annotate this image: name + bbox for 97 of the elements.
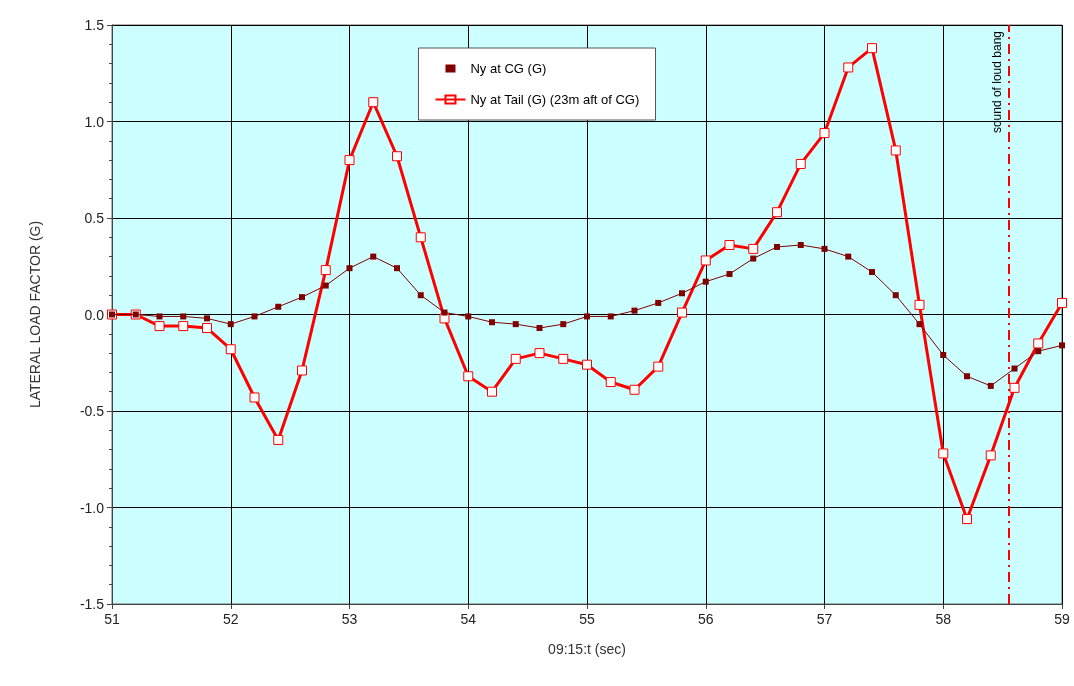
point <box>487 386 497 397</box>
point <box>869 269 875 276</box>
x-tick-label: 51 <box>104 611 120 627</box>
point <box>227 321 234 328</box>
point <box>465 313 472 320</box>
point <box>273 434 284 445</box>
point <box>346 265 353 272</box>
point <box>1057 297 1067 308</box>
point <box>724 240 735 251</box>
point <box>322 282 329 289</box>
y-tick-label: 1.0 <box>84 113 105 130</box>
x-tick-label: 59 <box>1054 611 1070 627</box>
point <box>774 243 780 250</box>
point <box>679 290 685 297</box>
point <box>370 253 377 260</box>
point <box>344 155 355 166</box>
point <box>463 371 474 382</box>
point <box>914 299 925 310</box>
point <box>156 313 163 320</box>
y-axis-title: LATERAL LOAD FACTOR (G) <box>27 220 43 409</box>
point <box>938 448 949 459</box>
point <box>653 361 664 372</box>
point <box>702 278 709 285</box>
point <box>489 319 495 326</box>
point <box>534 348 545 359</box>
point <box>750 255 757 262</box>
point <box>987 382 994 389</box>
point <box>417 292 424 299</box>
x-tick-label: 58 <box>935 611 952 627</box>
point <box>1009 382 1020 393</box>
point <box>251 313 258 320</box>
point <box>180 313 187 320</box>
point <box>1059 342 1065 349</box>
point <box>892 292 899 299</box>
point <box>797 242 804 249</box>
point <box>821 245 828 252</box>
point <box>962 514 972 525</box>
point <box>415 232 426 243</box>
y-tick-label: -1.5 <box>79 596 105 612</box>
point <box>558 353 569 364</box>
point <box>584 313 590 320</box>
point <box>867 43 877 54</box>
point <box>1033 338 1044 349</box>
point <box>819 128 830 139</box>
point <box>629 384 640 395</box>
x-tick-label: 54 <box>460 611 477 627</box>
point <box>441 309 448 316</box>
y-tick-label: -1.0 <box>79 499 105 516</box>
legend-label: Ny at Tail (G) (23m aft of CG) <box>470 92 640 107</box>
point <box>1035 348 1042 355</box>
point <box>320 265 331 276</box>
x-tick-label: 55 <box>579 611 595 627</box>
point <box>772 207 782 218</box>
x-tick-label: 56 <box>697 611 714 627</box>
point <box>700 255 711 266</box>
point <box>985 450 996 461</box>
point <box>204 315 210 322</box>
x-axis-title: 09:15:t (sec) <box>548 641 626 657</box>
point <box>394 265 400 272</box>
y-tick-label: 0.5 <box>84 210 105 226</box>
legend-label: Ny at CG (G) <box>470 61 547 76</box>
y-tick-label: 1.5 <box>84 17 105 33</box>
point <box>512 321 519 328</box>
point <box>368 97 379 108</box>
y-tick-label: -0.5 <box>79 403 105 419</box>
point <box>631 307 638 314</box>
point <box>225 344 236 355</box>
x-tick-label: 57 <box>816 611 833 627</box>
point <box>510 353 521 364</box>
point <box>178 321 189 332</box>
point <box>202 323 212 334</box>
point <box>916 321 923 328</box>
point <box>275 303 282 310</box>
point <box>607 313 614 320</box>
point <box>560 321 567 328</box>
point <box>726 270 733 277</box>
point <box>748 243 759 254</box>
point <box>940 352 947 359</box>
point <box>249 392 260 403</box>
x-tick-label: 53 <box>341 611 358 627</box>
point <box>890 145 901 156</box>
point <box>392 151 402 162</box>
point <box>845 253 852 260</box>
point <box>655 299 662 306</box>
point <box>297 365 307 376</box>
point <box>154 321 165 332</box>
point <box>795 158 806 169</box>
x-tick-label: 52 <box>222 611 239 627</box>
point <box>299 294 305 301</box>
y-tick-label: 0.0 <box>84 306 105 323</box>
point <box>843 62 854 73</box>
point <box>582 359 592 370</box>
point <box>605 377 616 388</box>
point <box>536 325 543 332</box>
point <box>677 307 687 318</box>
point <box>964 373 970 380</box>
point <box>1011 365 1018 372</box>
